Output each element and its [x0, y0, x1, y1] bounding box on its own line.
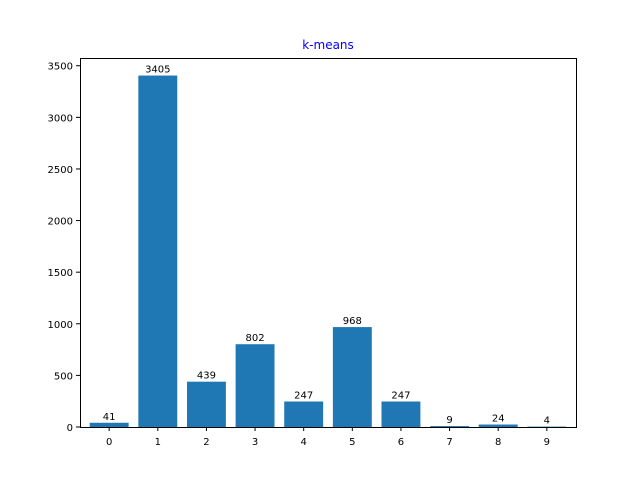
chart-title: k-means [302, 38, 354, 52]
bar-label-1: 3405 [145, 65, 170, 76]
y-tick-label-2000: 2000 [48, 217, 73, 228]
y-axis: 0 500 1000 1500 2000 2500 3000 3500 [48, 62, 80, 434]
x-tick-label-8: 8 [495, 437, 501, 448]
bar-5 [332, 327, 372, 427]
bar-label-8: 24 [492, 414, 505, 425]
x-tick-label-7: 7 [446, 437, 452, 448]
bar-label-9: 4 [544, 416, 550, 427]
bar-3 [235, 344, 275, 427]
x-axis: 0 1 2 3 4 5 6 7 8 9 [106, 427, 550, 448]
x-tick-label-5: 5 [349, 437, 355, 448]
x-tick-label-4: 4 [300, 437, 306, 448]
y-tick-label-0: 0 [67, 423, 73, 434]
x-tick-label-6: 6 [398, 437, 404, 448]
y-tick-label-1500: 1500 [48, 268, 73, 279]
x-tick-label-3: 3 [252, 437, 258, 448]
y-tick-label-3000: 3000 [48, 113, 73, 124]
y-tick-label-1000: 1000 [48, 320, 73, 331]
bar-label-2: 439 [197, 371, 216, 382]
bar-label-3: 802 [246, 333, 265, 344]
bar-6 [381, 401, 421, 427]
bar-0 [89, 422, 129, 427]
x-tick-label-0: 0 [106, 437, 112, 448]
bar-8 [478, 424, 518, 427]
bar-label-6: 247 [391, 391, 410, 402]
bar-label-5: 968 [343, 316, 362, 327]
x-tick-label-1: 1 [155, 437, 161, 448]
y-tick-label-3500: 3500 [48, 62, 73, 73]
bar-label-7: 9 [446, 415, 452, 426]
y-tick-label-500: 500 [54, 371, 73, 382]
bars-group [89, 75, 567, 428]
bar-labels-group: 41 3405 439 802 247 968 247 9 24 4 [103, 65, 550, 427]
bar-1 [138, 75, 178, 428]
bar-label-0: 41 [103, 412, 116, 423]
plot-frame [80, 58, 577, 428]
x-tick-label-2: 2 [203, 437, 209, 448]
bar-2 [186, 381, 226, 427]
bar-4 [284, 401, 324, 427]
bar-7 [430, 426, 470, 427]
y-tick-label-2500: 2500 [48, 165, 73, 176]
bar-label-4: 247 [294, 391, 313, 402]
x-tick-label-9: 9 [544, 437, 550, 448]
